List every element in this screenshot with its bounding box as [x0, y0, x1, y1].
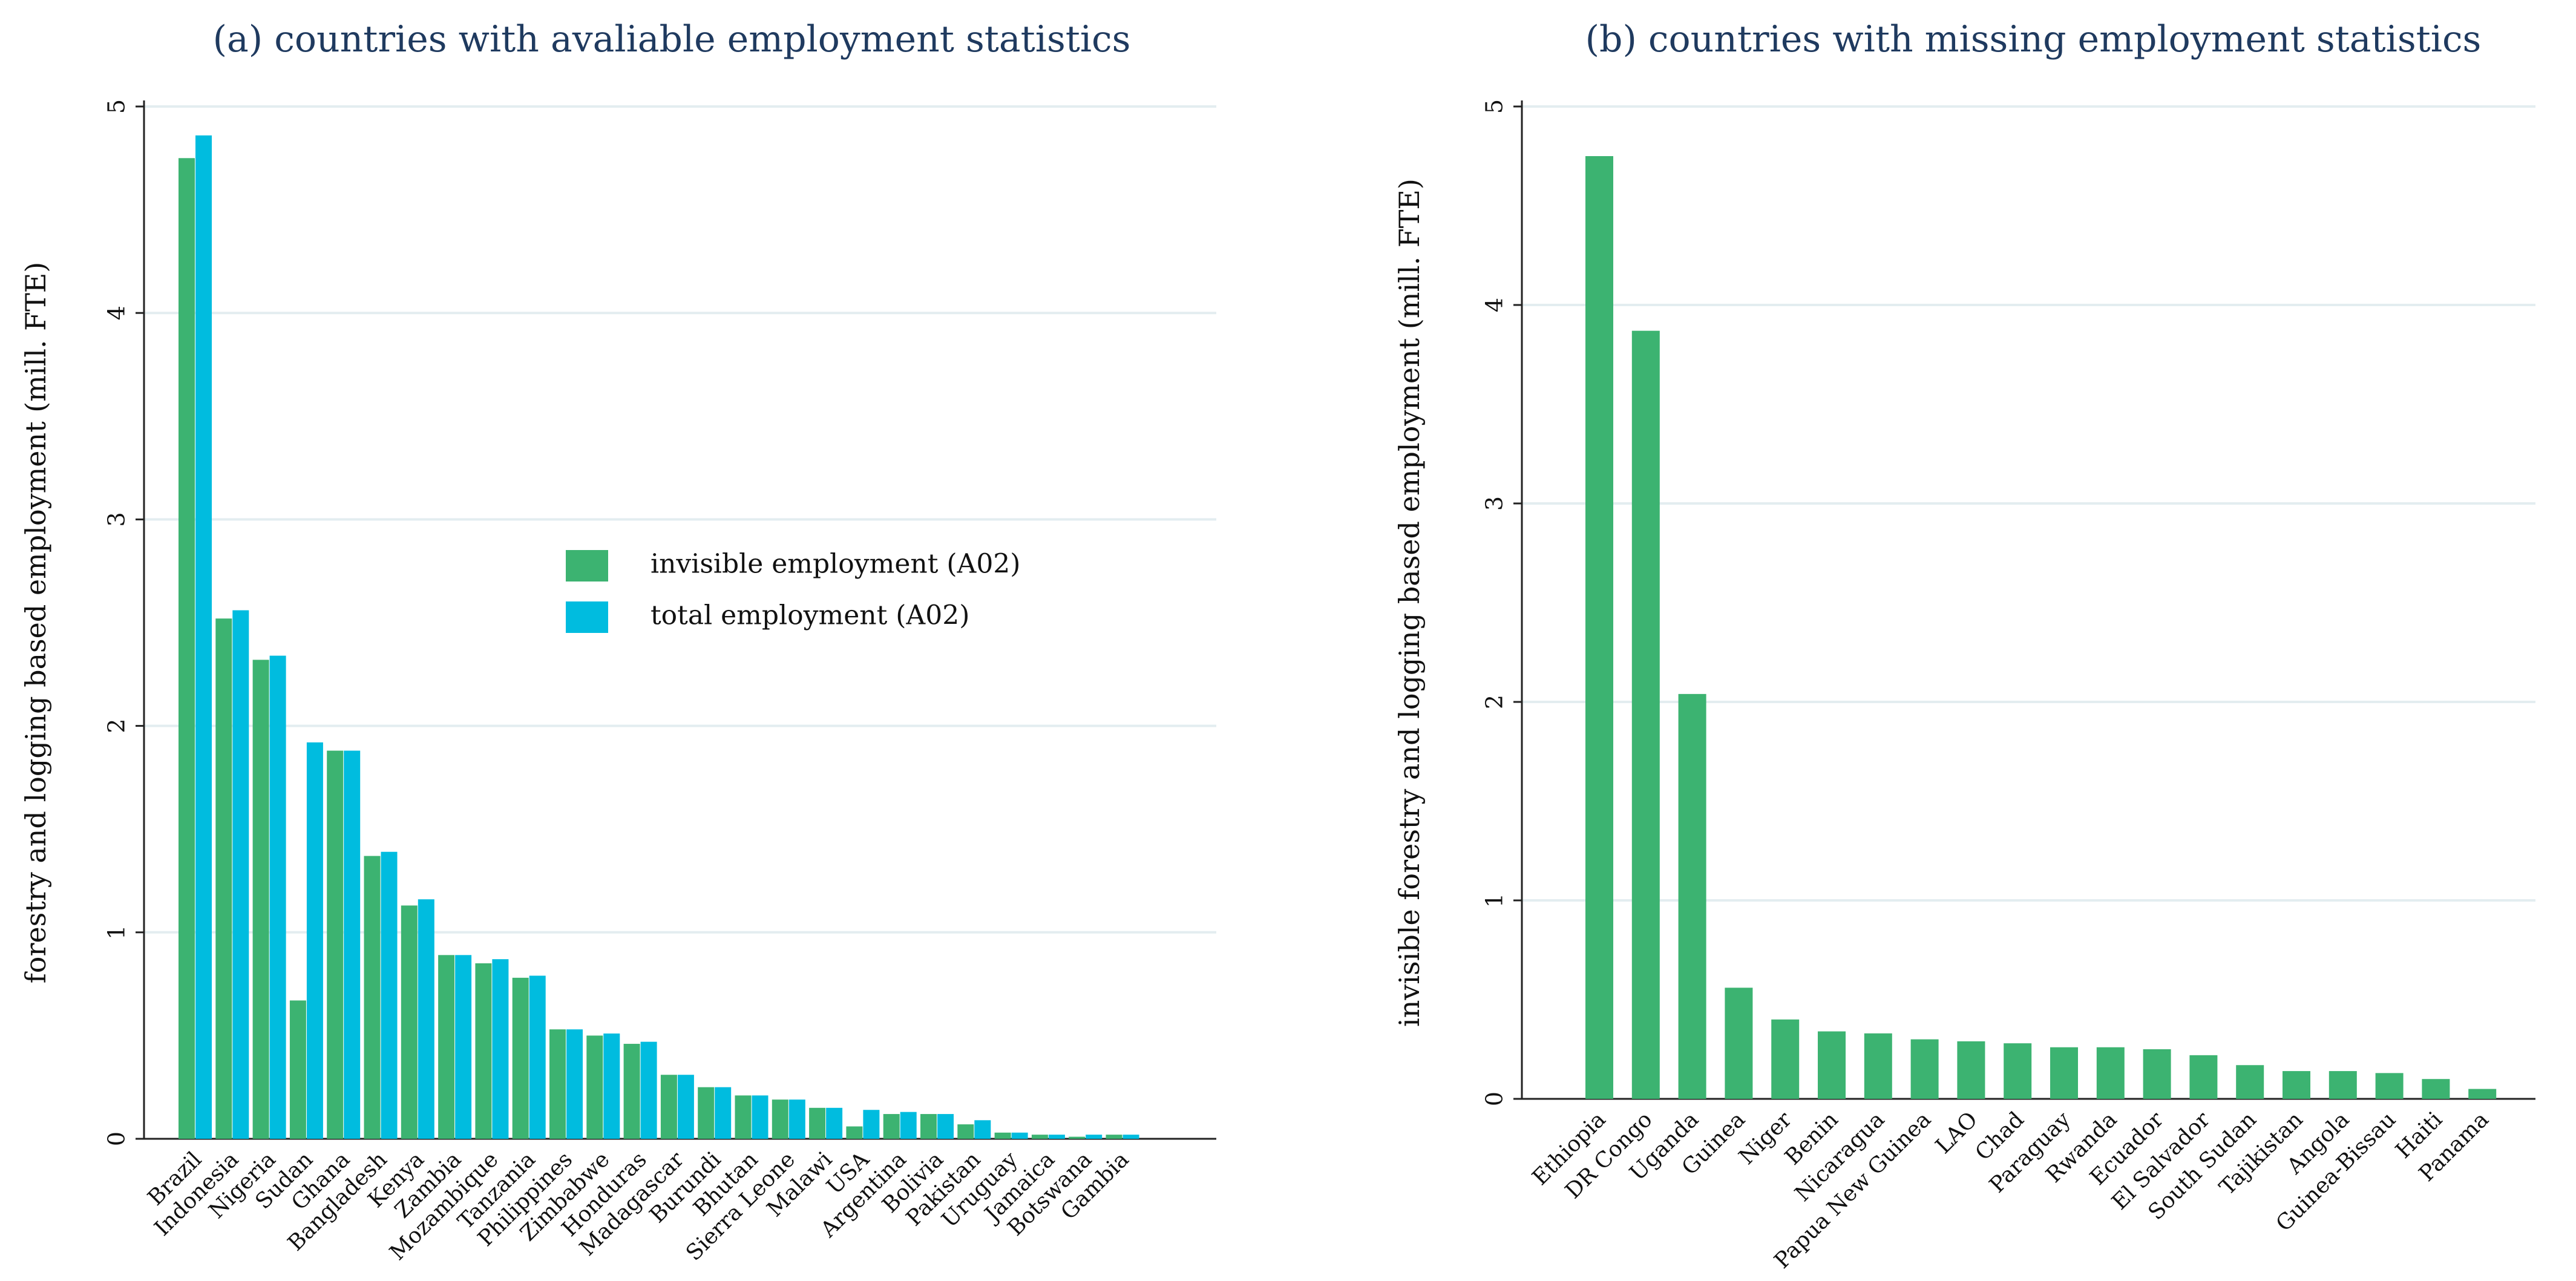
- bar-b-niger-s0: [1771, 1019, 1800, 1099]
- chart-title-b: (b) countries with missing employment st…: [1585, 18, 2482, 61]
- y-tick-label-a-0: 0: [103, 1132, 130, 1146]
- bar-a-jamaica-s1: [1048, 1135, 1065, 1139]
- y-tick-label-a-1: 1: [103, 925, 130, 940]
- y-tick-label-a-4: 4: [103, 306, 130, 320]
- bar-b-ecuador-s0: [2143, 1049, 2171, 1099]
- bar-b-guinea-bissau-s0: [2375, 1073, 2404, 1099]
- bar-a-mozambique-s0: [475, 963, 492, 1139]
- bar-b-benin-s0: [1818, 1031, 1846, 1099]
- bar-a-botswana-s1: [1086, 1135, 1103, 1139]
- legend-label-0: invisible employment (A02): [651, 549, 1020, 580]
- bar-a-madagascar-s1: [677, 1075, 694, 1139]
- bar-a-brazil-s1: [195, 135, 212, 1139]
- bar-a-honduras-s1: [640, 1041, 657, 1139]
- legend-swatch-0: [566, 550, 608, 582]
- bar-a-philippines-s1: [566, 1029, 583, 1139]
- legend-a: invisible employment (A02) total employme…: [566, 549, 1020, 633]
- bar-a-bolivia-s1: [937, 1114, 954, 1139]
- y-axis-title-b: invisible forestry and logging based emp…: [1393, 179, 1426, 1027]
- bar-a-uruguay-s0: [994, 1132, 1011, 1139]
- bar-a-bangladesh-s0: [364, 856, 381, 1139]
- bar-a-tanzania-s1: [529, 975, 546, 1139]
- bar-a-sierra-leone-s0: [772, 1099, 788, 1139]
- bar-a-ghana-s1: [344, 750, 361, 1139]
- bar-b-nicaragua-s0: [1864, 1033, 1892, 1099]
- chart-panel-a: (a) countries with avaliable employment …: [19, 18, 1216, 1266]
- bar-b-uganda-s0: [1678, 693, 1706, 1099]
- bar-b-el-salvador-s0: [2189, 1055, 2218, 1099]
- bar-a-pakistan-s1: [974, 1120, 991, 1139]
- bar-a-zimbabwe-s1: [603, 1033, 620, 1139]
- bar-b-south-sudan-s0: [2236, 1065, 2264, 1099]
- bar-a-usa-s0: [846, 1126, 863, 1139]
- y-tick-label-b-2: 2: [1481, 695, 1508, 709]
- bar-b-tajikistan-s0: [2283, 1071, 2310, 1099]
- bar-a-tanzania-s0: [512, 977, 529, 1139]
- bar-b-chad-s0: [2004, 1043, 2032, 1099]
- y-tick-label-b-0: 0: [1481, 1092, 1508, 1106]
- bar-a-sierra-leone-s1: [788, 1099, 805, 1139]
- bar-a-zambia-s0: [438, 955, 455, 1139]
- bar-a-nigeria-s1: [269, 655, 286, 1139]
- bar-a-nigeria-s0: [252, 660, 269, 1139]
- bar-b-ethiopia-s0: [1585, 156, 1613, 1099]
- y-tick-label-b-3: 3: [1481, 496, 1508, 511]
- bar-a-bhutan-s0: [735, 1095, 752, 1139]
- y-tick-label-b-1: 1: [1481, 893, 1508, 908]
- legend-swatch-1: [566, 601, 608, 633]
- bar-b-haiti-s0: [2422, 1079, 2450, 1099]
- y-axis-title-a: forestry and logging based employment (m…: [19, 262, 52, 984]
- bar-a-sudan-s0: [289, 1000, 306, 1139]
- bar-b-angola-s0: [2329, 1071, 2357, 1099]
- bar-a-brazil-s0: [179, 158, 195, 1139]
- y-tick-label-b-5: 5: [1481, 99, 1508, 114]
- bar-a-malawi-s0: [809, 1107, 826, 1139]
- y-tick-label-a-5: 5: [103, 99, 130, 114]
- bar-b-paraguay-s0: [2050, 1047, 2078, 1099]
- y-tick-label-a-2: 2: [103, 719, 130, 733]
- bar-b-dr-congo-s0: [1631, 330, 1660, 1099]
- bar-a-philippines-s0: [549, 1029, 566, 1139]
- bar-a-indonesia-s1: [232, 610, 249, 1139]
- bar-a-burundi-s0: [698, 1087, 715, 1139]
- bar-a-zimbabwe-s0: [586, 1035, 603, 1139]
- bar-a-bhutan-s1: [752, 1095, 769, 1139]
- bar-a-gambia-s0: [1106, 1135, 1122, 1139]
- bar-a-uruguay-s1: [1011, 1132, 1028, 1139]
- bar-a-kenya-s0: [401, 905, 418, 1139]
- bar-a-kenya-s1: [418, 899, 434, 1139]
- bar-a-sudan-s1: [306, 742, 323, 1139]
- bar-a-indonesia-s0: [215, 618, 232, 1139]
- chart-title-a: (a) countries with avaliable employment …: [213, 18, 1131, 61]
- bar-b-papua-new-guinea-s0: [1910, 1039, 1939, 1099]
- bar-a-honduras-s0: [623, 1044, 640, 1139]
- y-tick-label-a-3: 3: [103, 512, 130, 526]
- bar-a-mozambique-s1: [492, 959, 509, 1139]
- bar-a-zambia-s1: [455, 955, 472, 1139]
- bar-a-jamaica-s0: [1031, 1135, 1048, 1139]
- bar-a-gambia-s1: [1122, 1135, 1139, 1139]
- bar-a-madagascar-s0: [660, 1075, 677, 1139]
- bar-a-argentina-s0: [883, 1114, 900, 1139]
- bar-a-burundi-s1: [715, 1087, 732, 1139]
- y-tick-label-b-4: 4: [1481, 298, 1508, 312]
- legend-label-1: total employment (A02): [651, 600, 969, 631]
- bar-a-bangladesh-s1: [381, 851, 398, 1139]
- bar-a-botswana-s0: [1069, 1136, 1086, 1139]
- bar-b-rwanda-s0: [2096, 1047, 2125, 1099]
- bar-a-usa-s1: [863, 1110, 880, 1139]
- chart-panel-b: (b) countries with missing employment st…: [1393, 18, 2535, 1274]
- bar-a-argentina-s1: [900, 1112, 917, 1139]
- bar-a-ghana-s0: [327, 750, 344, 1139]
- bar-a-malawi-s1: [826, 1107, 843, 1139]
- bar-b-lao-s0: [1957, 1041, 1985, 1099]
- bar-b-panama-s0: [2468, 1089, 2497, 1099]
- bar-b-guinea-s0: [1725, 988, 1753, 1099]
- bar-a-bolivia-s0: [920, 1114, 937, 1139]
- bar-a-pakistan-s0: [957, 1124, 974, 1139]
